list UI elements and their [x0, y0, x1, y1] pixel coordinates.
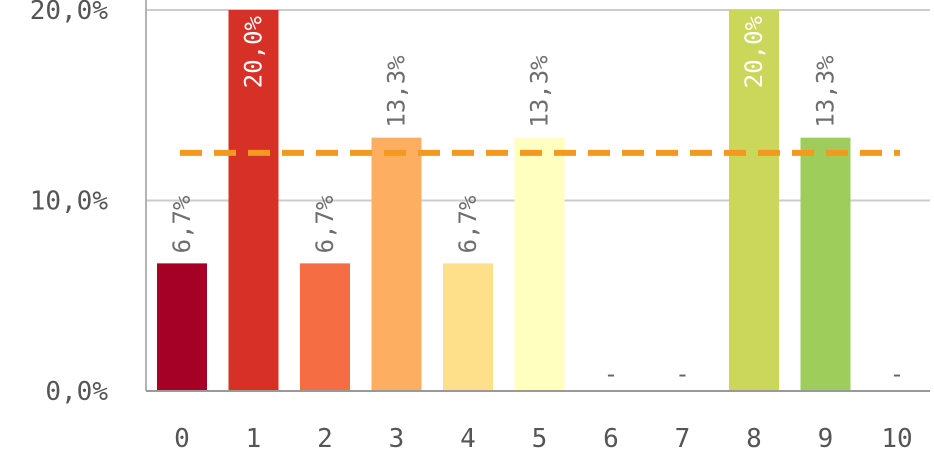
bar-8 — [729, 10, 779, 391]
data-label: 13,3% — [526, 55, 554, 128]
x-tick-label: 0 — [174, 424, 190, 454]
x-tick-label: 10 — [881, 424, 912, 454]
bar-9 — [800, 137, 851, 391]
x-tick-label: 6 — [603, 424, 619, 454]
x-tick-label: 3 — [389, 424, 405, 454]
y-tick-label: 0,0% — [45, 377, 108, 407]
data-label: 6,7% — [311, 195, 339, 253]
y-tick-label: 20,0% — [30, 0, 109, 26]
x-axis: 0 1 2 3 4 5 6 7 8 9 10 — [146, 390, 930, 454]
x-tick-label: 9 — [818, 424, 834, 454]
data-labels: 6,7% 20,0% 6,7% 13,3% 6,7% 13,3% - - 20,0% 13,3% - — [168, 15, 904, 388]
bars — [157, 10, 851, 391]
x-tick-label: 1 — [246, 424, 262, 454]
data-label: 6,7% — [454, 195, 482, 253]
bar-3 — [371, 137, 422, 391]
data-label: - — [890, 360, 904, 388]
x-tick-label: 7 — [675, 424, 691, 454]
bar-5 — [514, 137, 565, 391]
data-label: 6,7% — [168, 195, 196, 253]
y-axis: 0,0% 10,0% 20,0% — [30, 0, 147, 407]
bar-4 — [443, 263, 493, 391]
bar-1 — [228, 10, 279, 391]
x-tick-label: 4 — [460, 424, 476, 454]
bar-0 — [157, 263, 207, 391]
data-label: 20,0% — [240, 15, 268, 88]
x-tick-label: 5 — [532, 424, 548, 454]
data-label: - — [675, 360, 689, 388]
bar-2 — [300, 263, 350, 391]
data-label: 13,3% — [812, 55, 840, 128]
data-label: - — [604, 360, 618, 388]
data-label: 20,0% — [740, 15, 768, 88]
data-label: 13,3% — [383, 55, 411, 128]
y-tick-label: 10,0% — [30, 187, 109, 217]
x-tick-label: 2 — [317, 424, 333, 454]
x-tick-label: 8 — [746, 424, 762, 454]
